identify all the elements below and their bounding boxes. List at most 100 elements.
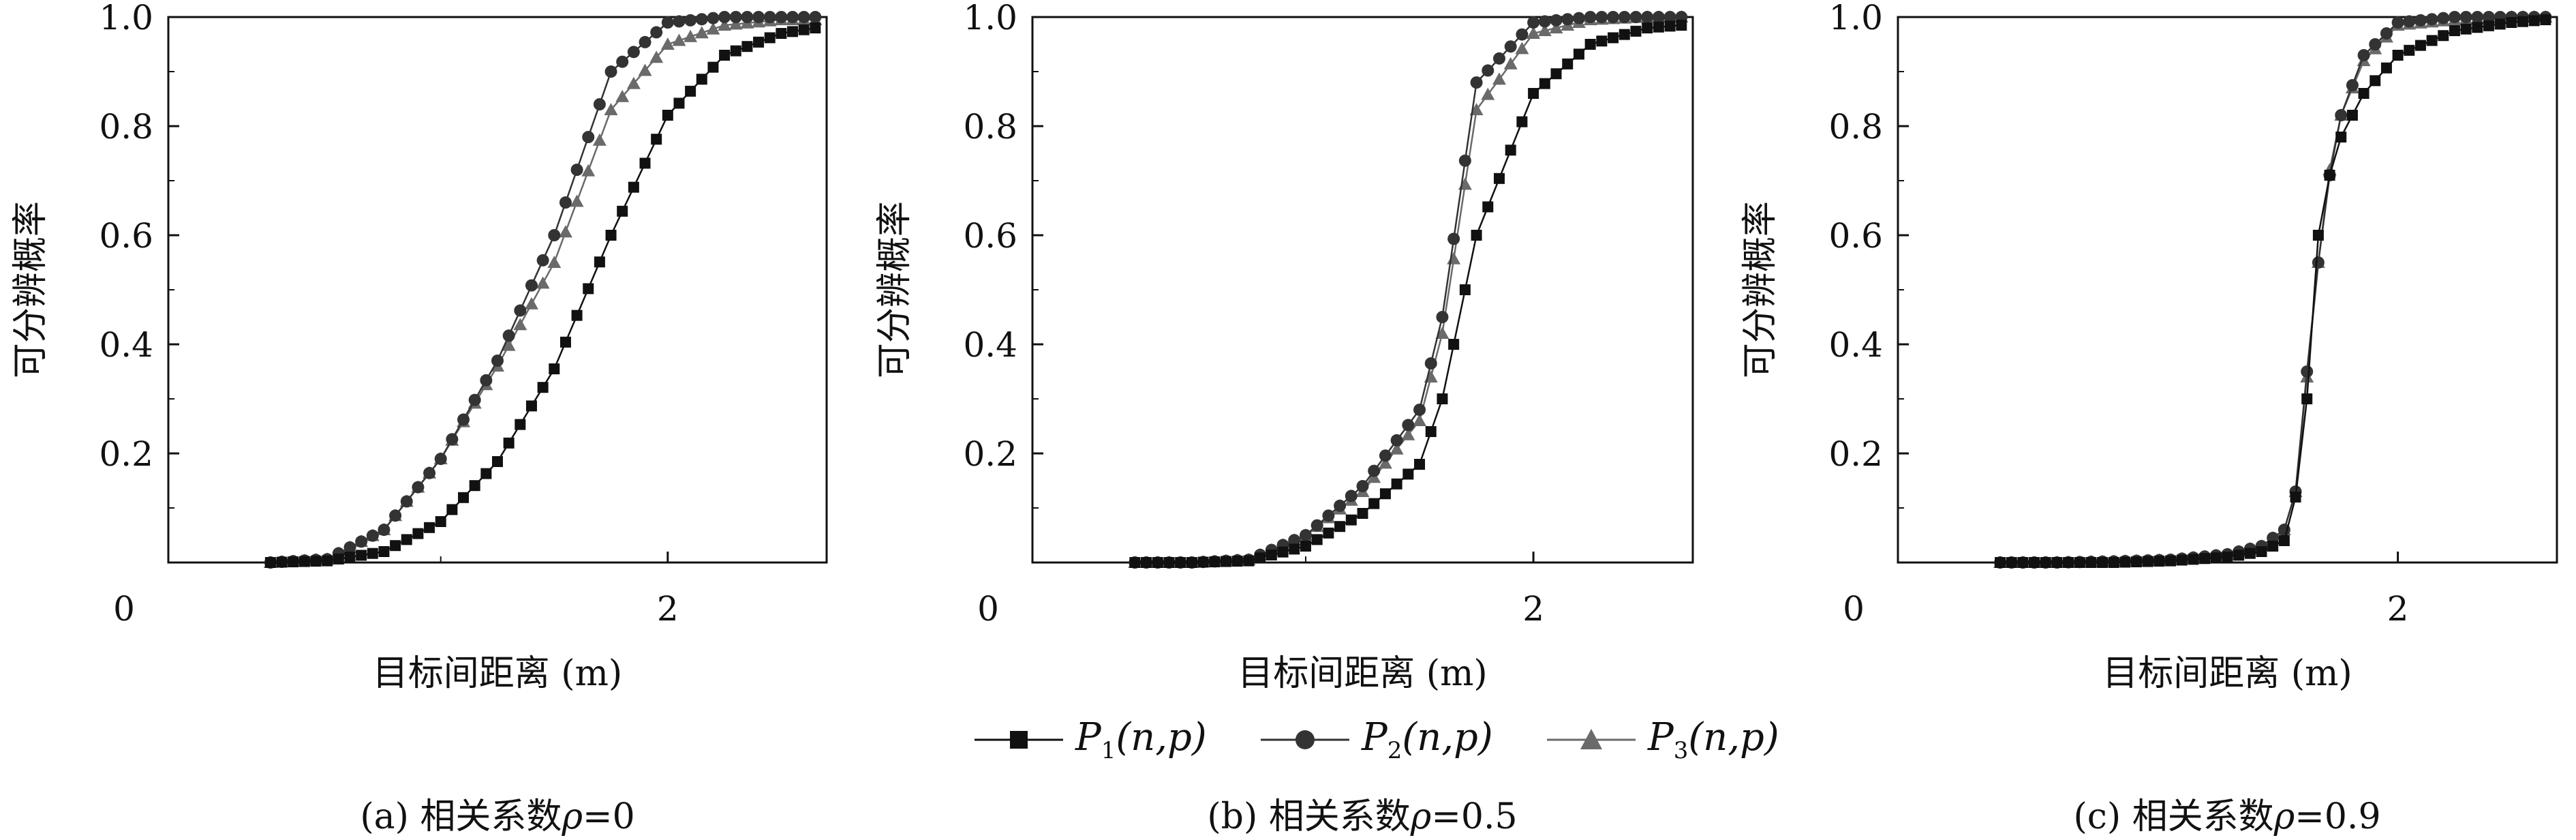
data-point-circle (707, 12, 720, 25)
y-tick-label: 0.2 (1828, 434, 1883, 474)
data-point-square (2222, 552, 2233, 562)
data-point-triangle (1549, 21, 1563, 33)
data-point-circle (1379, 449, 1392, 462)
data-point-circle (2335, 109, 2348, 121)
y-tick-label: 1.0 (1828, 0, 1883, 38)
y-tick-label: 0.8 (963, 107, 1017, 147)
plot-frame (167, 16, 828, 564)
data-point-circle (1424, 357, 1437, 370)
data-point-circle (1492, 52, 1505, 65)
data-point-circle (1516, 28, 1529, 41)
data-point-square (1289, 543, 1300, 555)
data-point-square (2404, 44, 2415, 56)
data-point-square (2517, 16, 2528, 27)
data-point-circle (1482, 64, 1494, 77)
data-point-square (810, 22, 821, 33)
data-point-square (2085, 557, 2097, 568)
data-point-circle (457, 413, 470, 426)
data-point-circle (2459, 11, 2472, 23)
data-point-square (2438, 30, 2449, 42)
data-point-triangle (1378, 456, 1392, 469)
series-p2np (1129, 11, 1688, 569)
data-point-circle (366, 529, 379, 542)
data-point-circle (2425, 13, 2438, 26)
data-point-circle (525, 279, 538, 292)
legend-swatch-p2 (1261, 730, 1349, 749)
y-tick-label: 0.4 (963, 325, 1017, 365)
data-point-circle (695, 13, 708, 26)
x-tick-label: 0 (1843, 589, 1865, 629)
data-point-square (2051, 557, 2063, 568)
data-point-square (1505, 145, 1516, 156)
data-point-circle (378, 524, 390, 536)
series-line (2000, 16, 2546, 564)
data-point-triangle (1481, 87, 1495, 100)
data-point-circle (2448, 11, 2461, 23)
x-tick-label: 0 (977, 589, 999, 629)
data-point-square (2108, 557, 2119, 568)
data-point-circle (548, 229, 561, 241)
data-point-square (401, 534, 412, 545)
data-point-circle (2391, 16, 2404, 29)
data-point-square (707, 61, 719, 73)
data-point-square (1550, 68, 1562, 80)
chart-panel-b: 0.2 0.4 0.6 0.8 1.0 0 2 目标间距离 (m) 可分辨概率 (874, 0, 1694, 694)
data-point-square (1995, 557, 2006, 568)
legend-swatch-p1 (975, 731, 1063, 749)
data-point-square (1664, 20, 1676, 32)
chart-panel-a: 0.2 0.4 0.6 0.8 1.0 0 2 目标间距离 (m) 可分辨概率 (10, 0, 828, 694)
series-line (270, 16, 816, 564)
data-point-square (549, 363, 560, 374)
data-point-circle (775, 11, 788, 23)
plot-frame (1897, 16, 2558, 564)
data-point-square (458, 492, 470, 503)
data-point-square (2335, 132, 2347, 142)
legend-entry-p1: P1(n,p) (975, 712, 1207, 767)
y-tick-label: 0.6 (963, 216, 1017, 256)
data-point-triangle (1401, 427, 1415, 440)
data-point-square (2188, 554, 2199, 565)
data-point-circle (1447, 232, 1460, 245)
data-point-square (288, 556, 299, 568)
data-point-square (1448, 339, 1460, 350)
data-point-triangle (684, 29, 698, 42)
data-point-square (1186, 557, 1197, 568)
data-point-square (1414, 459, 1426, 470)
data-point-triangle (1435, 327, 1450, 339)
data-point-square (2312, 230, 2324, 241)
data-point-square (2540, 14, 2551, 25)
data-point-square (571, 310, 583, 321)
data-point-square (298, 556, 310, 567)
data-point-circle (627, 46, 640, 59)
series-p3np (1128, 10, 1689, 568)
data-point-square (1277, 546, 1289, 558)
data-point-triangle (1469, 103, 1484, 115)
data-point-triangle (558, 225, 572, 238)
data-point-square (2165, 555, 2177, 567)
chart-panel-c: 0.2 0.4 0.6 0.8 1.0 0 2 目标间距离 (m) 可分辨概率 (1740, 0, 2558, 694)
data-point-circle (741, 11, 754, 23)
data-point-circle (1607, 11, 1620, 23)
data-point-square (2358, 88, 2370, 99)
data-point-square (435, 516, 446, 527)
data-point-square (1425, 426, 1437, 437)
data-point-square (1345, 514, 1357, 526)
y-tick-label: 1.0 (99, 0, 153, 38)
data-point-square (1630, 25, 1642, 37)
data-point-square (2233, 550, 2245, 561)
data-point-square (1129, 557, 1141, 568)
data-point-square (1209, 556, 1221, 568)
series-p3np (1993, 10, 2553, 568)
data-point-square (1300, 541, 1311, 552)
data-point-circle (570, 164, 583, 176)
data-point-square (367, 548, 378, 559)
data-point-triangle (694, 26, 709, 39)
data-point-square (1573, 48, 1584, 60)
data-point-circle (2414, 14, 2427, 27)
data-point-square (639, 158, 651, 169)
data-point-square (1471, 230, 1482, 241)
data-point-square (322, 555, 333, 567)
data-point-circle (559, 196, 572, 209)
data-point-square (1197, 556, 1209, 568)
